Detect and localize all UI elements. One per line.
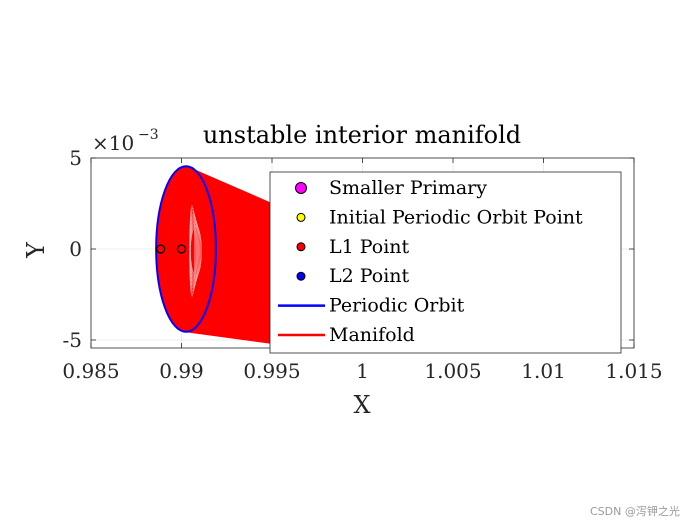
y-tick-label: 0: [69, 237, 82, 261]
legend: Smaller Primary Initial Periodic Orbit Po…: [269, 171, 622, 354]
y-scale-factor: ×10: [92, 131, 134, 155]
legend-marker: [296, 271, 306, 281]
x-tick-label: 0.99: [159, 359, 204, 383]
x-tick-label: 0.995: [243, 359, 300, 383]
y-scale-exponent: −3: [138, 127, 159, 143]
smaller-primary-marker: [156, 244, 166, 254]
legend-marker: [296, 242, 306, 252]
x-tick-label: 1.01: [521, 359, 566, 383]
x-tick-label: 0.985: [62, 359, 119, 383]
y-tick-label: 5: [69, 146, 82, 170]
manifold-surface: [155, 165, 302, 348]
l1-point-marker: [176, 244, 187, 254]
x-tick-label: 1: [356, 359, 369, 383]
legend-label: L2 Point: [329, 265, 410, 287]
y-axis-label: Y: [22, 241, 50, 259]
legend-label: Manifold: [329, 324, 415, 346]
legend-marker: [296, 212, 306, 222]
legend-label: L1 Point: [329, 236, 410, 258]
legend-label: Periodic Orbit: [329, 295, 465, 317]
x-tick-label: 1.005: [424, 359, 481, 383]
legend-label: Initial Periodic Orbit Point: [329, 206, 583, 228]
y-tick-label: -5: [63, 328, 82, 352]
watermark: CSDN @泻钾之光: [590, 504, 680, 518]
legend-entries: Smaller Primary Initial Periodic Orbit Po…: [278, 177, 583, 346]
x-axis-label: X: [353, 391, 370, 419]
legend-marker: [295, 182, 307, 194]
manifold-inner-trajectory: [190, 225, 202, 277]
x-tick-label: 1.015: [605, 359, 662, 383]
chart-title: unstable interior manifold: [203, 121, 521, 149]
ticks: 0.985 0.99 0.995 1 1.005 1.01 1.015 5 0 -5: [62, 146, 662, 383]
legend-label: Smaller Primary: [329, 177, 487, 199]
legend-box: [269, 171, 622, 354]
markers: [156, 244, 187, 254]
